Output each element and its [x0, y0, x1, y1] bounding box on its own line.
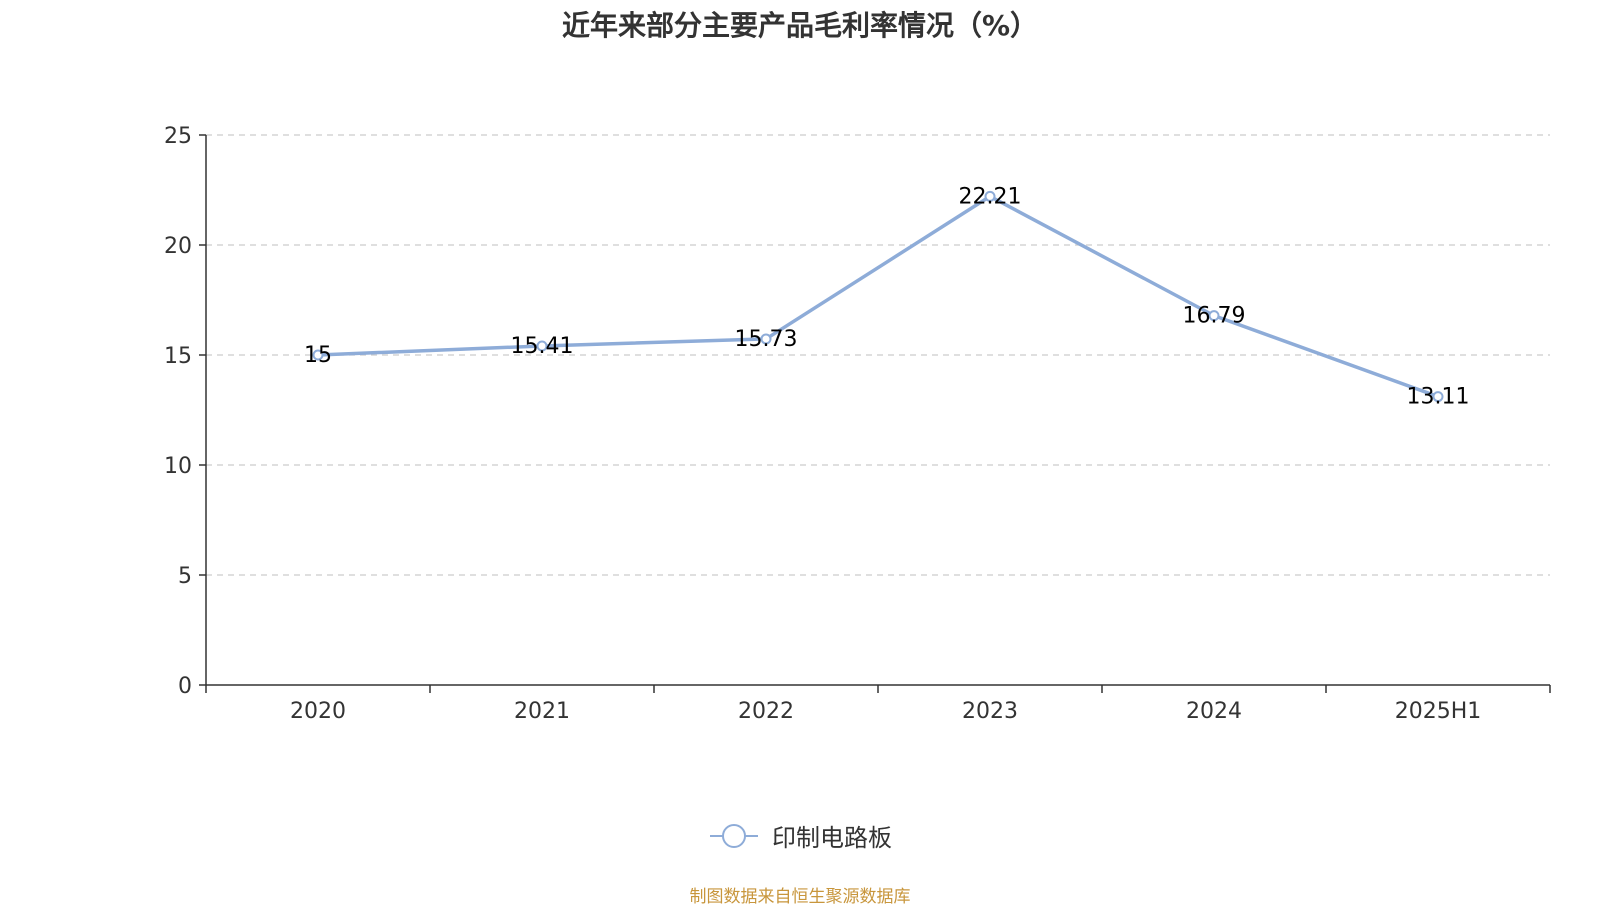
- source-note: 制图数据来自恒生聚源数据库: [689, 887, 911, 907]
- data-label: 15.73: [735, 327, 798, 352]
- legend-line-circle-icon: [710, 823, 758, 848]
- x-tick-label: 2023: [962, 699, 1018, 724]
- data-point: [1208, 310, 1220, 322]
- data-label: 16.79: [1183, 304, 1246, 329]
- series-layer: [312, 190, 1444, 403]
- y-tick-label: 0: [178, 674, 192, 699]
- data-point: [1432, 391, 1444, 403]
- data-labels: 15 15.41 15.73 22.21 16.79 13.11: [304, 184, 1469, 409]
- grid-lines: [206, 134, 1550, 576]
- x-tick-label: 2021: [514, 699, 570, 724]
- data-label: 15.41: [511, 334, 574, 359]
- axes: 0 5 10 15 20 25 2020 2021 2022 2023 2024 2025H1: [164, 124, 1551, 724]
- data-point: [312, 349, 324, 361]
- data-label: 13.11: [1407, 385, 1470, 410]
- data-label: 22.21: [959, 184, 1022, 209]
- y-tick-label: 5: [178, 564, 192, 589]
- x-tick-label: 2020: [290, 699, 346, 724]
- chart-title: 近年来部分主要产品毛利率情况（%）: [561, 9, 1039, 42]
- legend: 印制电路板: [0, 818, 1600, 853]
- legend-label: 印制电路板: [772, 824, 892, 852]
- data-point: [760, 333, 772, 345]
- legend-item[interactable]: 印制电路板: [708, 818, 892, 853]
- y-tick-label: 10: [164, 454, 192, 479]
- data-label: 15: [304, 343, 332, 368]
- data-point: [536, 340, 548, 352]
- y-tick-label: 20: [164, 234, 192, 259]
- series-line: [316, 194, 1440, 399]
- x-tick-label: 2022: [738, 699, 794, 724]
- y-tick-label: 25: [164, 124, 192, 149]
- data-point: [984, 190, 996, 202]
- y-tick-label: 15: [164, 344, 192, 369]
- x-tick-label: 2025H1: [1395, 699, 1482, 724]
- x-tick-label: 2024: [1186, 699, 1242, 724]
